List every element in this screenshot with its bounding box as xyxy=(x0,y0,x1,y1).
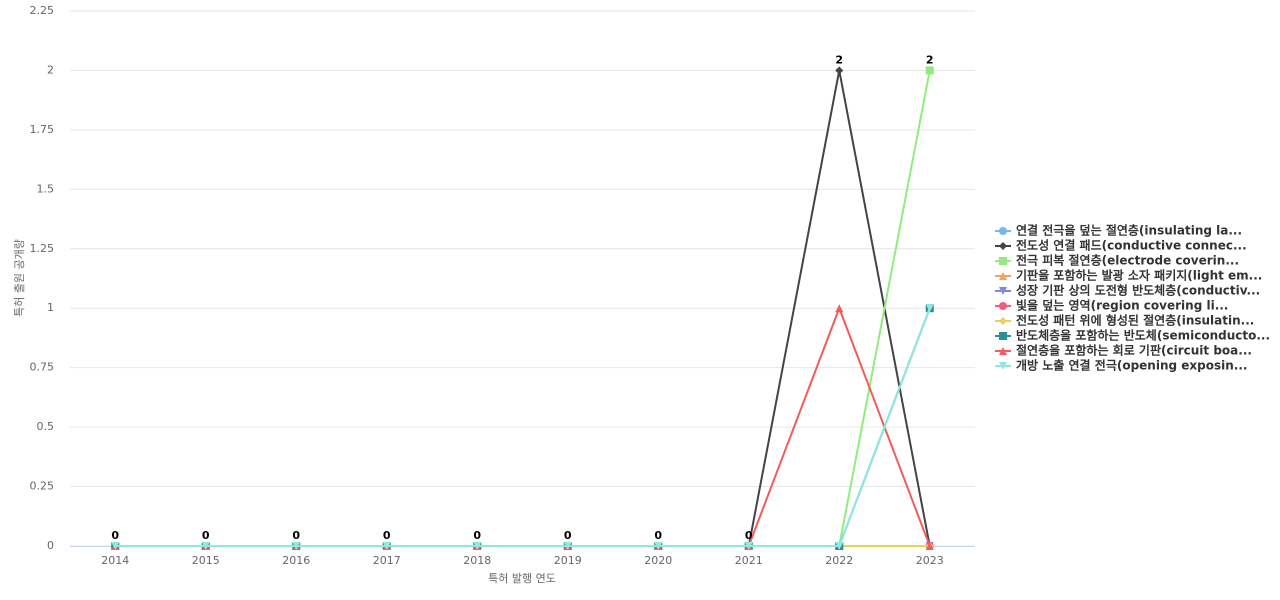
marker xyxy=(999,227,1007,235)
marker xyxy=(999,257,1007,265)
x-tick-label: 2022 xyxy=(825,554,853,567)
marker xyxy=(201,542,210,550)
x-axis-title: 특허 발행 연도 xyxy=(488,572,556,585)
data-label: 2 xyxy=(835,53,843,66)
marker xyxy=(111,542,120,550)
y-tick-label: 1.25 xyxy=(30,242,55,255)
marker xyxy=(999,287,1007,295)
legend-label: 연결 전극을 덮는 절연층(insulating la... xyxy=(1016,223,1242,238)
legend-label: 전도성 패턴 위에 형성된 절연층(insulatin... xyxy=(1016,313,1254,328)
marker xyxy=(473,542,482,550)
y-tick-label: 0.75 xyxy=(30,361,55,374)
x-tick-label: 2021 xyxy=(735,554,763,567)
data-label: 0 xyxy=(383,529,391,542)
marker xyxy=(999,242,1007,250)
legend-label: 기판을 포함하는 발광 소자 패키지(light em... xyxy=(1016,268,1262,283)
legend-label: 절연층을 포함하는 회로 기판(circuit boa... xyxy=(1016,343,1252,358)
data-label: 0 xyxy=(111,529,119,542)
y-tick-label: 1 xyxy=(47,301,54,314)
x-tick-label: 2023 xyxy=(916,554,944,567)
marker xyxy=(563,542,572,550)
marker xyxy=(835,542,844,550)
legend-label: 개방 노출 연결 전극(opening exposin... xyxy=(1016,358,1247,373)
marker xyxy=(925,542,934,550)
y-tick-label: 1.75 xyxy=(30,123,55,136)
data-label: 0 xyxy=(745,529,753,542)
marker xyxy=(999,272,1007,280)
y-tick-label: 0 xyxy=(47,539,54,552)
series-line xyxy=(115,307,931,547)
marker xyxy=(654,542,663,550)
y-tick-label: 1.5 xyxy=(37,182,55,195)
marker xyxy=(999,317,1007,325)
legend-label: 전도성 연결 패드(conductive connec... xyxy=(1016,238,1247,253)
marker xyxy=(835,66,844,75)
x-tick-label: 2017 xyxy=(373,554,401,567)
x-tick-label: 2018 xyxy=(463,554,491,567)
data-label: 0 xyxy=(473,529,481,542)
y-tick-label: 2.25 xyxy=(30,4,55,17)
marker xyxy=(999,332,1007,340)
legend-label: 반도체층을 포함하는 반도체(semiconducto... xyxy=(1016,328,1270,343)
legend-label: 전극 피복 절연층(electrode coverin... xyxy=(1016,253,1239,268)
legend-label: 빛을 덮는 영역(region covering li... xyxy=(1016,298,1228,313)
data-label: 2 xyxy=(926,53,934,66)
marker xyxy=(999,347,1007,355)
data-label: 0 xyxy=(292,529,300,542)
data-label: 0 xyxy=(202,529,210,542)
x-tick-label: 2019 xyxy=(554,554,582,567)
marker xyxy=(999,362,1007,370)
x-tick-label: 2016 xyxy=(282,554,310,567)
marker xyxy=(382,542,391,550)
data-label: 0 xyxy=(654,529,662,542)
legend-label: 성장 기판 상의 도전형 반도체층(conductiv... xyxy=(1016,283,1260,298)
y-tick-label: 0.25 xyxy=(30,480,55,493)
marker xyxy=(925,304,934,313)
x-tick-label: 2014 xyxy=(101,554,129,567)
y-tick-label: 0.5 xyxy=(37,420,55,433)
x-tick-label: 2020 xyxy=(644,554,672,567)
marker xyxy=(292,542,301,550)
marker xyxy=(925,66,934,75)
marker xyxy=(999,302,1007,310)
data-label: 0 xyxy=(564,529,572,542)
y-tick-label: 2 xyxy=(47,63,54,76)
marker xyxy=(744,542,753,550)
x-tick-label: 2015 xyxy=(192,554,220,567)
y-axis-title: 특허 출원 공개량 xyxy=(13,239,26,317)
marker xyxy=(835,304,844,313)
